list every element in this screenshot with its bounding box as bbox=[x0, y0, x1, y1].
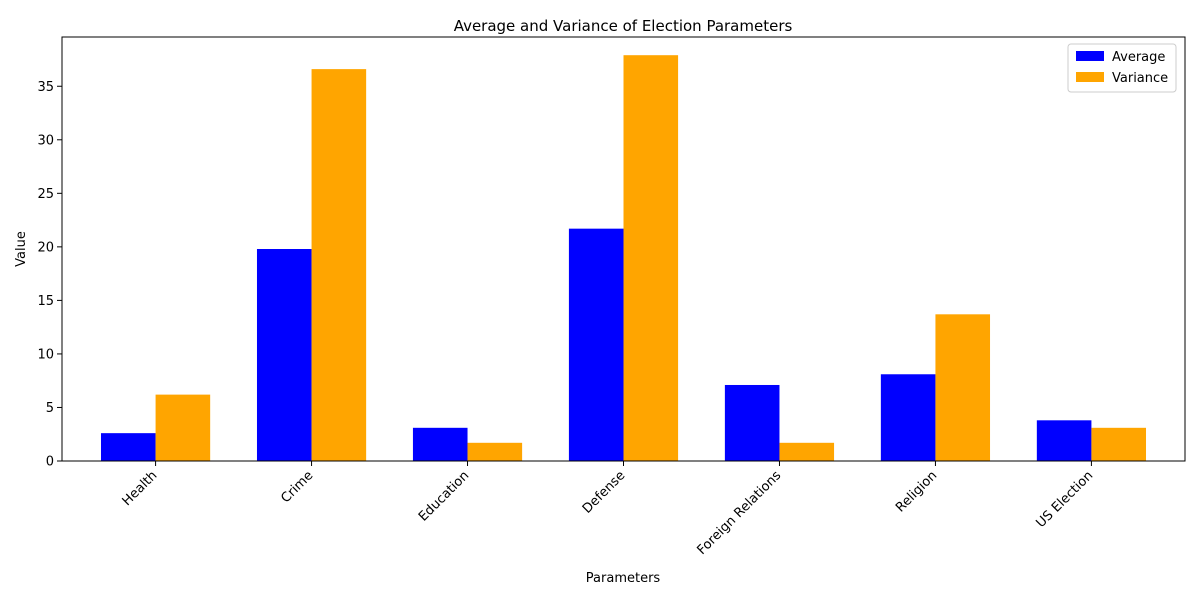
bar-variance-health bbox=[155, 394, 211, 461]
bar-average-religion bbox=[880, 374, 936, 461]
legend-label-variance: Variance bbox=[1112, 71, 1168, 86]
x-tick-label: US Election bbox=[1033, 468, 1096, 531]
bar-variance-us-election bbox=[1091, 427, 1147, 461]
y-axis-title: Value bbox=[14, 231, 29, 267]
bar-variance-education bbox=[467, 442, 523, 461]
y-tick-label: 25 bbox=[37, 187, 54, 202]
bar-average-health bbox=[100, 433, 156, 461]
bar-variance-religion bbox=[935, 314, 991, 461]
y-tick-label: 5 bbox=[46, 401, 54, 416]
bar-variance-defense bbox=[623, 55, 679, 461]
bar-variance-foreign-relations bbox=[779, 442, 835, 461]
plot-frame bbox=[61, 36, 1186, 462]
x-axis: Health Crime Education Defense Foreign Relat… bbox=[120, 461, 1096, 558]
y-tick-label: 35 bbox=[37, 80, 54, 95]
x-tick-label: Health bbox=[120, 468, 161, 509]
y-tick-label: 30 bbox=[37, 133, 54, 148]
legend-swatch-variance bbox=[1076, 72, 1104, 82]
x-tick-label: Defense bbox=[580, 468, 629, 517]
bar-average-defense bbox=[568, 228, 624, 461]
legend-swatch-average bbox=[1076, 51, 1104, 61]
x-axis-title: Parameters bbox=[586, 571, 661, 586]
chart-title: Average and Variance of Election Paramet… bbox=[454, 17, 793, 35]
bar-average-crime bbox=[256, 249, 312, 461]
legend-label-average: Average bbox=[1112, 50, 1165, 65]
bar-average-foreign-relations bbox=[724, 384, 780, 461]
bar-average-education bbox=[412, 427, 468, 461]
y-tick-label: 20 bbox=[37, 240, 54, 255]
y-tick-label: 10 bbox=[37, 347, 54, 362]
x-tick-label: Crime bbox=[278, 468, 316, 506]
bar-average-us-election bbox=[1036, 420, 1092, 461]
bar-variance-crime bbox=[311, 69, 367, 462]
x-tick-label: Foreign Relations bbox=[695, 468, 785, 558]
bars-group bbox=[100, 55, 1147, 462]
x-tick-label: Education bbox=[416, 468, 472, 524]
y-tick-label: 0 bbox=[46, 455, 54, 470]
y-tick-label: 15 bbox=[37, 294, 54, 309]
x-tick-label: Religion bbox=[893, 468, 940, 515]
y-axis: 0 5 10 15 20 25 30 35 bbox=[37, 80, 62, 470]
legend: Average Variance bbox=[1067, 43, 1177, 93]
